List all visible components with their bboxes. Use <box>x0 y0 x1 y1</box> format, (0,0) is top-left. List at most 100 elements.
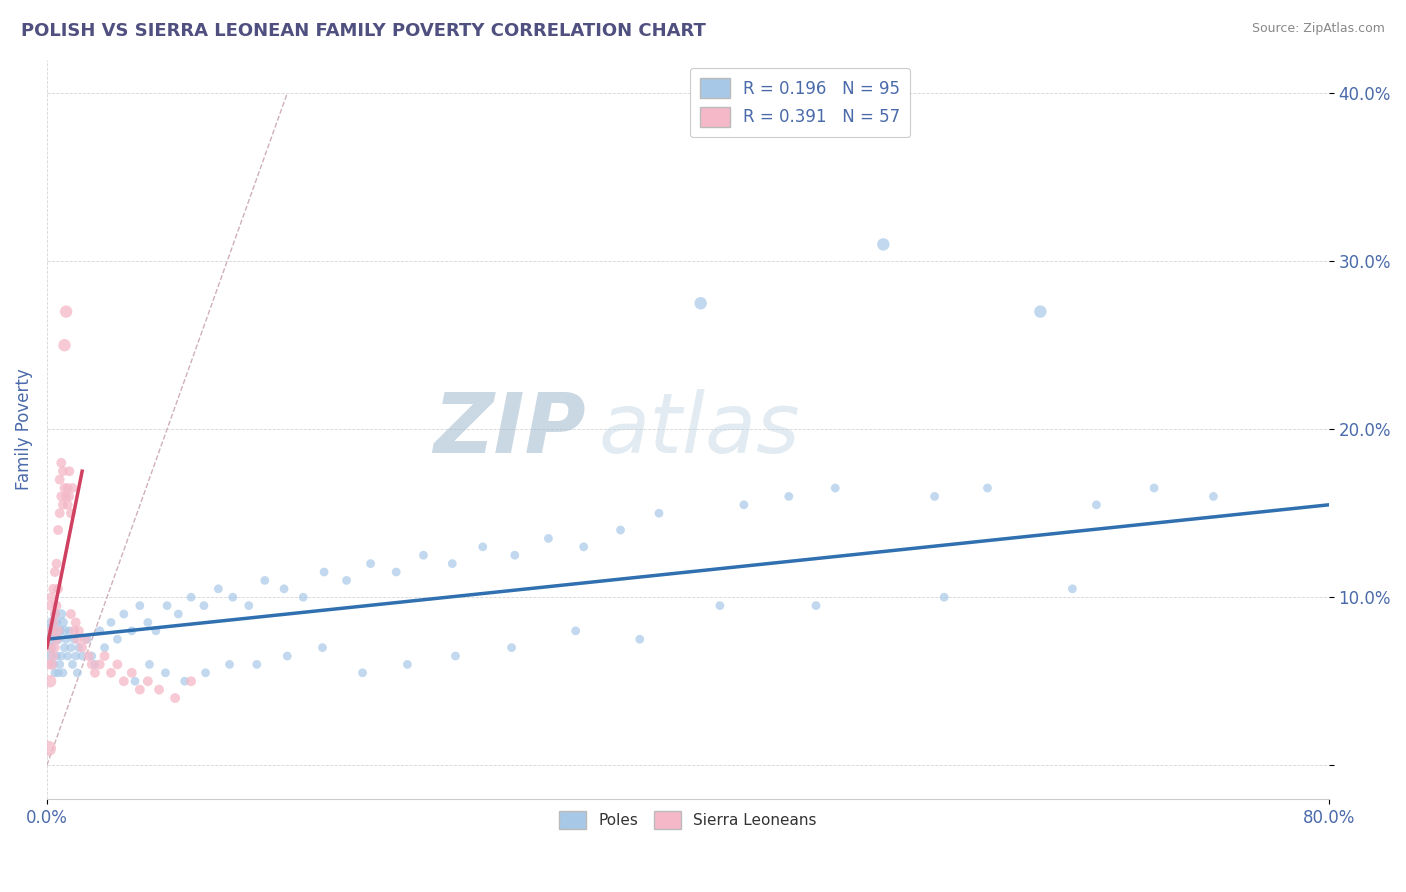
Point <box>53 338 76 352</box>
Point <box>360 557 382 571</box>
Point <box>84 665 107 680</box>
Point <box>804 599 827 613</box>
Point <box>52 498 75 512</box>
Point <box>65 615 87 630</box>
Point <box>156 599 179 613</box>
Point <box>80 657 103 672</box>
Text: ZIP: ZIP <box>433 389 585 470</box>
Text: POLISH VS SIERRA LEONEAN FAMILY POVERTY CORRELATION CHART: POLISH VS SIERRA LEONEAN FAMILY POVERTY … <box>21 22 706 40</box>
Point <box>1062 582 1084 596</box>
Legend: Poles, Sierra Leoneans: Poles, Sierra Leoneans <box>553 805 823 836</box>
Point <box>51 607 73 621</box>
Point <box>41 591 63 605</box>
Text: atlas: atlas <box>598 389 800 470</box>
Point <box>65 648 87 663</box>
Point <box>44 565 66 579</box>
Point <box>222 591 245 605</box>
Point <box>778 490 800 504</box>
Point <box>44 607 66 621</box>
Point <box>733 498 755 512</box>
Point <box>155 665 177 680</box>
Point <box>46 624 69 638</box>
Point <box>53 640 76 655</box>
Point <box>105 632 128 647</box>
Point <box>253 574 276 588</box>
Point <box>53 624 76 638</box>
Point <box>42 657 65 672</box>
Point <box>70 640 93 655</box>
Point <box>167 607 190 621</box>
Point <box>193 599 215 613</box>
Point <box>44 665 66 680</box>
Point <box>537 532 560 546</box>
Point <box>41 640 63 655</box>
Point <box>709 599 731 613</box>
Point <box>173 674 195 689</box>
Point <box>872 237 894 252</box>
Point <box>42 648 65 663</box>
Point <box>66 632 89 647</box>
Point <box>501 640 523 655</box>
Point <box>648 506 671 520</box>
Point <box>42 582 65 596</box>
Point <box>45 557 67 571</box>
Point <box>335 574 357 588</box>
Point <box>55 304 77 318</box>
Point <box>441 557 464 571</box>
Point <box>52 615 75 630</box>
Point <box>41 615 63 630</box>
Point <box>976 481 998 495</box>
Point <box>121 665 143 680</box>
Point <box>59 607 82 621</box>
Point <box>314 565 336 579</box>
Point <box>689 296 711 310</box>
Point <box>39 632 62 647</box>
Point <box>136 615 159 630</box>
Point <box>39 674 62 689</box>
Point <box>246 657 269 672</box>
Point <box>41 657 63 672</box>
Point <box>37 657 59 672</box>
Point <box>52 665 75 680</box>
Point <box>76 632 98 647</box>
Y-axis label: Family Poverty: Family Poverty <box>15 368 32 490</box>
Point <box>42 615 65 630</box>
Point <box>138 657 160 672</box>
Point <box>84 657 107 672</box>
Point <box>59 506 82 520</box>
Point <box>58 490 80 504</box>
Point <box>53 481 76 495</box>
Point <box>924 490 946 504</box>
Point <box>609 523 631 537</box>
Point <box>62 481 84 495</box>
Point <box>385 565 408 579</box>
Point <box>311 640 333 655</box>
Point <box>165 691 187 706</box>
Point <box>41 624 63 638</box>
Point <box>67 640 90 655</box>
Point <box>70 648 93 663</box>
Point <box>55 632 77 647</box>
Point <box>148 682 170 697</box>
Point <box>1085 498 1108 512</box>
Point <box>46 582 69 596</box>
Point <box>121 624 143 638</box>
Point <box>89 624 111 638</box>
Point <box>48 506 70 520</box>
Point <box>46 665 69 680</box>
Point <box>628 632 651 647</box>
Point <box>55 490 77 504</box>
Point <box>46 632 69 647</box>
Point <box>273 582 295 596</box>
Point <box>471 540 494 554</box>
Point <box>112 674 135 689</box>
Point <box>62 657 84 672</box>
Point <box>51 490 73 504</box>
Point <box>276 648 298 663</box>
Point <box>105 657 128 672</box>
Point <box>58 624 80 638</box>
Point <box>352 665 374 680</box>
Point <box>396 657 419 672</box>
Point <box>63 624 86 638</box>
Point <box>124 674 146 689</box>
